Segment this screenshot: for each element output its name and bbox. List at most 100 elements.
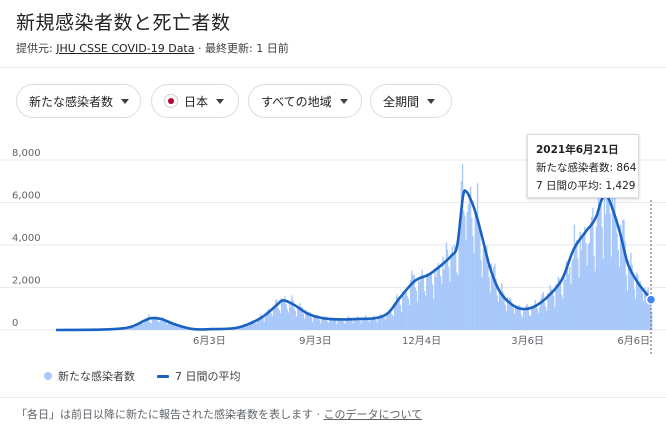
daily-cases-bar (162, 317, 164, 330)
daily-cases-bar (141, 322, 143, 330)
daily-cases-bar (356, 316, 359, 330)
tooltip-date: 2021年6月21日 (536, 144, 619, 156)
daily-cases-bar (458, 238, 460, 330)
daily-cases-bar (255, 323, 257, 330)
daily-cases-bar (341, 318, 344, 330)
daily-cases-bar (248, 323, 250, 330)
y-tick-label: 6,000 (12, 191, 41, 202)
daily-cases-bar (606, 170, 608, 330)
region-dropdown[interactable]: すべての地域 (248, 84, 362, 118)
daily-cases-bar (374, 316, 376, 330)
daily-cases-bar (136, 323, 139, 330)
about-data-link[interactable]: このデータについて (323, 408, 423, 421)
daily-cases-bar (288, 304, 291, 330)
daily-cases-bar (554, 307, 556, 330)
daily-cases-bar (173, 324, 175, 330)
daily-cases-bar (629, 270, 631, 330)
daily-cases-bar (474, 208, 476, 330)
daily-cases-bar (499, 293, 502, 330)
daily-cases-bar (585, 243, 587, 330)
daily-cases-bar (600, 177, 602, 330)
daily-cases-bar (278, 309, 280, 330)
daily-cases-bar (174, 326, 177, 330)
daily-cases-bar (305, 310, 307, 330)
daily-cases-bar (238, 327, 240, 330)
daily-cases-bar (478, 220, 480, 330)
daily-cases-bar (519, 306, 521, 330)
daily-cases-bar (509, 297, 511, 330)
daily-cases-bar (427, 275, 429, 330)
daily-cases-bar (593, 255, 595, 330)
daily-cases-bar (391, 314, 393, 330)
daily-cases-bar (505, 311, 508, 330)
daily-cases-bar (546, 310, 548, 330)
daily-cases-bar (587, 244, 589, 330)
daily-cases-bar (446, 249, 449, 330)
daily-cases-bar (128, 327, 130, 330)
daily-cases-bar (354, 319, 356, 330)
daily-cases-bar (246, 325, 248, 330)
daily-cases-bar (253, 321, 255, 330)
daily-cases-bar (273, 307, 276, 330)
daily-cases-bar (456, 272, 458, 330)
daily-cases-bar (471, 217, 473, 330)
daily-cases-bar (333, 318, 336, 330)
tooltip-cases: 新たな感染者数: 864 (536, 162, 637, 174)
daily-cases-bar (576, 240, 578, 330)
tooltip-average: 7 日間の平均: 1,429 (536, 180, 636, 192)
daily-cases-bar (329, 319, 331, 330)
country-dropdown[interactable]: 日本 (151, 84, 239, 118)
daily-cases-bar (270, 313, 272, 330)
daily-cases-bar (322, 317, 324, 330)
daily-cases-bar (320, 323, 322, 330)
daily-cases-bar (558, 278, 561, 330)
daily-cases-bar (638, 284, 640, 330)
daily-cases-bar (181, 326, 184, 330)
daily-cases-bar (242, 325, 245, 330)
daily-cases-bar (239, 327, 241, 330)
source-link[interactable]: JHU CSSE COVID-19 Data (56, 42, 195, 55)
daily-cases-bar (400, 311, 403, 330)
daily-cases-bar (547, 292, 549, 330)
daily-cases-bar (295, 316, 298, 330)
source-separator: · (198, 42, 202, 55)
daily-cases-bar (579, 231, 581, 330)
daily-cases-bar (240, 326, 242, 330)
daily-cases-bar (147, 317, 149, 330)
daily-cases-bar (279, 313, 282, 330)
daily-cases-bar (619, 224, 622, 330)
daily-cases-bar (268, 308, 270, 330)
daily-cases-bar (460, 180, 463, 330)
daily-cases-bar (300, 307, 302, 330)
daily-cases-bar (612, 204, 615, 330)
daily-cases-bar (424, 295, 427, 330)
y-tick-label: 0 (12, 318, 18, 329)
daily-cases-bar (504, 304, 506, 330)
daily-cases-bar (137, 323, 140, 330)
daily-cases-bar (614, 188, 616, 330)
daily-cases-bar (243, 324, 246, 330)
daily-cases-bar (624, 241, 626, 330)
daily-cases-bar (521, 316, 524, 330)
daily-cases-bar (165, 321, 167, 330)
daily-cases-bar (634, 298, 637, 330)
metric-dropdown[interactable]: 新たな感染者数 (16, 84, 141, 118)
daily-cases-bar (532, 306, 534, 330)
daily-cases-bar (151, 318, 154, 330)
period-dropdown[interactable]: 全期間 (370, 84, 452, 118)
footer-divider (0, 397, 666, 398)
daily-cases-bar (428, 274, 430, 330)
period-dropdown-label: 全期間 (383, 94, 420, 109)
daily-cases-bar (419, 281, 421, 330)
daily-cases-bar (565, 260, 568, 330)
daily-cases-bar (249, 323, 252, 330)
last-updated: 最終更新: 1 日前 (205, 42, 289, 55)
country-dropdown-label: 日本 (184, 94, 209, 109)
daily-cases-bar (263, 321, 265, 330)
x-tick-label: 12月4日 (402, 335, 441, 347)
daily-cases-bar (597, 189, 600, 330)
daily-cases-bar (518, 304, 520, 330)
chart-tooltip: 2021年6月21日 新たな感染者数: 864 7 日間の平均: 1,429 (527, 134, 639, 198)
daily-cases-bar (160, 319, 163, 330)
